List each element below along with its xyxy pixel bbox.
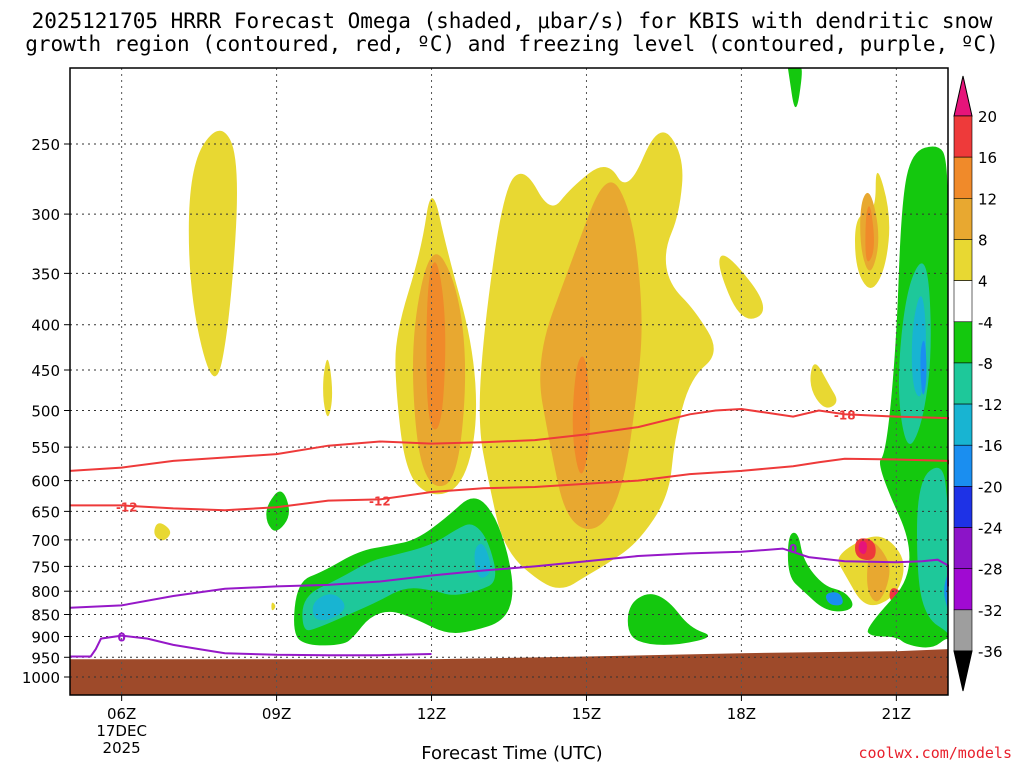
colorbar-label-9: -20 [978, 478, 1003, 496]
isotherm-line-1 [70, 457, 949, 512]
colorbar-box-0 [953, 115, 973, 158]
colorbar-label-1: 16 [978, 149, 997, 167]
colorbar-label-8: -16 [978, 437, 1003, 455]
x-tick-label-06Z: 06Z [107, 705, 136, 723]
colorbar-box-12 [953, 609, 973, 652]
isotherm-label-3-0: 0 [117, 630, 125, 644]
x-date-label-0: 17DEC [96, 722, 147, 740]
colorbar-box-4 [953, 280, 973, 323]
omega-region--12-35 [312, 594, 345, 621]
isotherm-label-1-0: -12 [116, 501, 138, 515]
colorbar-box-2 [953, 198, 973, 240]
omega-region--8-32 [917, 467, 948, 635]
omega-region--4-27 [787, 68, 802, 108]
y-tick-label-750: 750 [31, 558, 60, 576]
omega-region--4-24 [266, 491, 289, 531]
credit-link[interactable]: coolwx.com/models [858, 744, 1012, 762]
colorbar-label-0: 20 [978, 108, 997, 126]
colorbar-label-13: -36 [978, 643, 1003, 661]
x-date-label-1: 2025 [103, 739, 141, 757]
x-tick-label-09Z: 09Z [262, 705, 291, 723]
omega-region--4-26 [627, 594, 709, 645]
colorbar-box-7 [953, 403, 973, 446]
colorbar-box-11 [953, 568, 973, 611]
colorbar-bottom-arrow [953, 650, 973, 692]
colorbar-box-5 [953, 321, 973, 364]
omega-region--16-36 [920, 340, 927, 395]
y-tick-label-1000: 1000 [22, 669, 60, 687]
isotherm-label-0-0: -18 [834, 408, 856, 422]
omega-region-4-0 [188, 130, 237, 377]
omega-region-12-18 [865, 206, 874, 262]
omega-region-12-17 [572, 356, 590, 474]
isotherm-line-3 [70, 634, 432, 658]
colorbar-label-11: -28 [978, 561, 1003, 579]
colorbar-box-3 [953, 239, 973, 281]
isotherm-label-1-1: -12 [369, 495, 391, 509]
omega-region-8-12 [540, 182, 642, 530]
x-axis-title: Forecast Time (UTC) [421, 743, 603, 764]
x-tick-label-18Z: 18Z [727, 705, 756, 723]
colorbar-label-4: 4 [978, 273, 988, 291]
omega-region--16-38 [825, 592, 843, 606]
plot-frame [69, 67, 949, 696]
colorbar-box-6 [953, 362, 973, 405]
ground-terrain [70, 649, 948, 695]
omega-region--8-30 [302, 524, 496, 631]
y-tick-label-350: 350 [31, 265, 60, 283]
x-tick-label-12Z: 12Z [417, 705, 446, 723]
colorbar-box-9 [953, 486, 973, 528]
colorbar-label-10: -24 [978, 520, 1003, 538]
colorbar-label-3: 8 [978, 231, 988, 249]
y-tick-label-650: 650 [31, 503, 60, 521]
omega-region-20-22 [858, 540, 867, 555]
colorbar-label-12: -32 [978, 602, 1003, 620]
colorbar-label-2: 12 [978, 190, 997, 208]
y-tick-label-800: 800 [31, 583, 60, 601]
y-tick-label-450: 450 [31, 362, 60, 380]
x-tick-label-15Z: 15Z [572, 705, 601, 723]
omega-region-4-2 [271, 602, 276, 611]
y-tick-label-950: 950 [31, 649, 60, 667]
y-tick-label-500: 500 [31, 403, 60, 421]
isotherm-line-2 [69, 547, 949, 609]
isotherm-label-2-0: 0 [789, 542, 797, 556]
colorbar-label-5: -4 [978, 314, 993, 332]
chart-title-line-1: 2025121705 HRRR Forecast Omega (shaded, … [31, 9, 993, 33]
colorbar-box-1 [953, 156, 973, 199]
colorbar-box-10 [953, 527, 973, 569]
omega-region--4-28 [787, 532, 853, 612]
chart-title-line-2: growth region (contoured, red, ºC) and f… [25, 32, 999, 56]
omega-region-4-6 [719, 255, 764, 319]
colorbar-box-8 [953, 444, 973, 487]
y-tick-label-600: 600 [31, 473, 60, 491]
colorbar-label-7: -12 [978, 396, 1003, 414]
x-tick-label-21Z: 21Z [882, 705, 911, 723]
y-tick-label-300: 300 [31, 206, 60, 224]
y-tick-label-850: 850 [31, 607, 60, 625]
omega-region-4-3 [323, 359, 333, 417]
colorbar-top-arrow [953, 75, 973, 117]
omega-region-4-1 [154, 523, 171, 541]
y-tick-label-700: 700 [31, 532, 60, 550]
colorbar-label-6: -8 [978, 355, 993, 373]
y-tick-label-550: 550 [31, 439, 60, 457]
y-tick-label-250: 250 [31, 136, 60, 154]
y-tick-label-900: 900 [31, 628, 60, 646]
y-tick-label-400: 400 [31, 317, 60, 335]
isotherm-line-0 [69, 407, 949, 472]
omega-region-4-7 [810, 364, 837, 408]
